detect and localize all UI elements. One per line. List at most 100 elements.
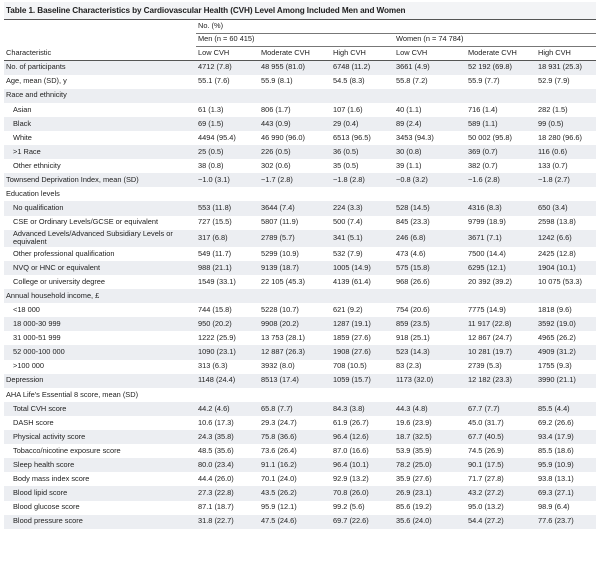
- table-row: Body mass index score 44.4 (26.0) 70.1 (24…: [4, 472, 596, 486]
- cell: 44.3 (4.8): [394, 401, 466, 416]
- cell: 25 (0.5): [196, 145, 259, 160]
- row-label: Advanced Levels/Advanced Subsidiary Leve…: [4, 229, 196, 247]
- cell: 553 (11.8): [196, 201, 259, 216]
- table: No. (%) Men (n = 60 415) Women (n = 74 7…: [4, 20, 596, 529]
- cell: 19.6 (23.9): [396, 417, 432, 427]
- cell: 99 (0.5): [536, 116, 596, 131]
- row-label: White: [13, 132, 32, 142]
- cell: 382 (0.7): [468, 160, 498, 170]
- row-label: No qualification: [4, 201, 196, 216]
- cell: −1.6 (2.8): [466, 173, 536, 188]
- cell: 92.9 (13.2): [333, 474, 369, 484]
- cell: 11 917 (22.8): [466, 317, 536, 332]
- page: Table 1. Baseline Characteristics by Car…: [4, 2, 596, 529]
- cell: 224 (3.3): [331, 201, 394, 216]
- cell: 1059 (15.7): [331, 373, 394, 388]
- cell: 859 (23.5): [394, 317, 466, 332]
- cell: 10 281 (19.7): [466, 345, 536, 360]
- cell: 1242 (6.6): [536, 229, 596, 247]
- row-label: 31 000-51 999: [13, 333, 61, 343]
- cell: 107 (1.6): [333, 104, 363, 114]
- cell: 18 931 (25.3): [536, 60, 596, 75]
- cell: 369 (0.7): [466, 145, 536, 160]
- cell: 1148 (24.4): [196, 373, 259, 388]
- cell: 8513 (17.4): [259, 373, 331, 388]
- cell: 93.4 (17.9): [536, 430, 596, 445]
- cell: 87.1 (18.7): [198, 502, 234, 512]
- table-row: No. of participants 4712 (7.8) 48 955 (81.…: [4, 60, 596, 75]
- cell: 317 (6.8): [196, 229, 259, 247]
- cell: 13 753 (28.1): [261, 333, 305, 343]
- table-row: Blood lipid score 27.3 (22.8) 43.5 (26.2) 7…: [4, 486, 596, 501]
- cell: 2739 (5.3): [468, 361, 502, 371]
- cell: 5299 (10.9): [261, 248, 299, 258]
- row-label: >1 Race: [4, 145, 196, 160]
- table-row: 18 000-30 999 950 (20.2) 9908 (20.2) 1287 (…: [4, 317, 596, 332]
- cell: 85.5 (18.6): [538, 445, 574, 455]
- table-row: >100 000 313 (6.3) 3932 (8.0) 708 (10.5) 83 …: [4, 360, 596, 374]
- cell: 341 (5.1): [331, 229, 394, 247]
- cell: 70.8 (26.0): [331, 486, 394, 501]
- cell: 55.9 (7.7): [468, 76, 500, 86]
- header-row: No. (%): [4, 20, 596, 34]
- cell: 53.9 (35.9): [396, 445, 432, 455]
- table-row: DASH score 10.6 (17.3) 29.3 (24.7) 61.9 (26…: [4, 416, 596, 430]
- cell: 12 182 (23.3): [466, 373, 536, 388]
- cell: 9139 (18.7): [259, 260, 331, 275]
- cell: 35.9 (27.6): [396, 474, 432, 484]
- cell: 918 (25.1): [396, 333, 430, 343]
- cell: 30 (0.8): [394, 145, 466, 160]
- table-row: Tobacco/nicotine exposure score 48.5 (35.…: [4, 444, 596, 458]
- cell: −1.0 (3.1): [196, 173, 259, 188]
- cell: 650 (3.4): [536, 201, 596, 216]
- cell: 95.9 (10.9): [536, 458, 596, 473]
- cell: 61 (1.3): [198, 104, 224, 114]
- group-header: Women (n = 74 784): [394, 33, 596, 47]
- row-label: Physical activity score: [4, 430, 196, 445]
- row-label: Blood lipid score: [4, 486, 196, 501]
- cell: 3671 (7.1): [466, 229, 536, 247]
- cell: 36 (0.5): [331, 145, 394, 160]
- cell: 74.5 (26.9): [468, 445, 504, 455]
- cell: 845 (23.3): [396, 217, 430, 227]
- row-label: No. of participants: [4, 60, 196, 75]
- cell: 48.5 (35.6): [198, 445, 234, 455]
- cell: 85.5 (4.4): [536, 401, 596, 416]
- cell: 43.2 (27.2): [466, 486, 536, 501]
- cell: 75.8 (36.6): [259, 430, 331, 445]
- cell: 523 (14.3): [394, 345, 466, 360]
- cell: 744 (15.8): [198, 304, 232, 314]
- cell: 5807 (11.9): [261, 217, 299, 227]
- table-row: Blood glucose score 87.1 (18.7) 95.9 (12.1…: [4, 501, 596, 515]
- table-row: Black 69 (1.5) 443 (0.9) 29 (0.4) 89 (2.4) 58…: [4, 116, 596, 131]
- row-label: Depression: [4, 373, 196, 388]
- table-row: Sleep health score 80.0 (23.4) 91.1 (16.2)…: [4, 458, 596, 473]
- cell: 67.7 (40.5): [466, 430, 536, 445]
- cell: 7775 (14.9): [468, 304, 506, 314]
- cell: 90.1 (17.5): [466, 458, 536, 473]
- cell: 69.3 (27.1): [536, 486, 596, 501]
- cell: 44.2 (4.6): [196, 401, 259, 416]
- cell: 1173 (32.0): [394, 373, 466, 388]
- table-row: <18 000 744 (15.8) 5228 (10.7) 621 (9.2) 754…: [4, 303, 596, 317]
- cell: 806 (1.7): [261, 104, 291, 114]
- cell: 282 (1.5): [538, 104, 568, 114]
- row-label: 52 000-100 000: [4, 345, 196, 360]
- cell: 4139 (61.4): [333, 276, 371, 286]
- cell: 95.0 (13.2): [468, 502, 504, 512]
- cell: 29 (0.4): [331, 116, 394, 131]
- cell: 3990 (21.1): [536, 373, 596, 388]
- table-row: 52 000-100 000 1090 (23.1) 12 887 (26.3) 19…: [4, 345, 596, 360]
- cell: 22 105 (45.3): [261, 276, 305, 286]
- section-label: Race and ethnicity: [4, 88, 596, 103]
- table-row: >1 Race 25 (0.5) 226 (0.5) 36 (0.5) 30 (0.8)…: [4, 145, 596, 160]
- column-header: Moderate CVH: [466, 46, 536, 61]
- table-row: Age, mean (SD), y 55.1 (7.6) 55.9 (8.1) 54.…: [4, 75, 596, 89]
- cell: 988 (21.1): [196, 260, 259, 275]
- cell: 35.6 (24.0): [394, 514, 466, 529]
- row-label: Tobacco/nicotine exposure score: [13, 445, 121, 455]
- cell: 1859 (27.6): [333, 333, 371, 343]
- row-label: College or university degree: [13, 276, 106, 286]
- table-row: 31 000-51 999 1222 (25.9) 13 753 (28.1) 185…: [4, 331, 596, 345]
- cell: 4712 (7.8): [196, 60, 259, 75]
